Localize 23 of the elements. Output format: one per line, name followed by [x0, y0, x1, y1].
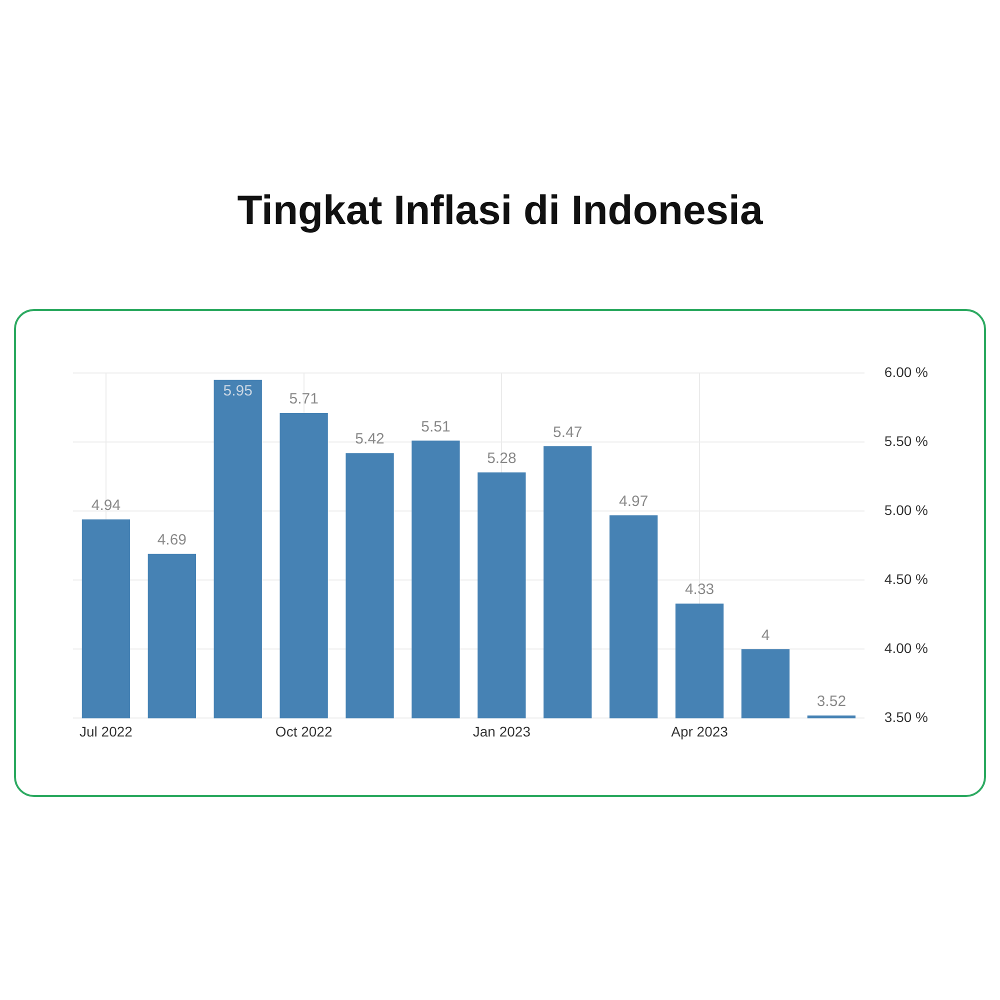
x-tick-label: Jan 2023 — [472, 723, 531, 740]
x-tick-label: Jul 2022 — [80, 723, 133, 740]
data-label: 5.28 — [487, 450, 516, 468]
data-label: 5.95 — [223, 382, 252, 400]
y-tick-label: 5.50 % — [884, 432, 928, 449]
data-label: 4.94 — [91, 497, 121, 514]
data-label: 5.47 — [553, 424, 582, 441]
data-label: 4 — [761, 626, 770, 644]
y-tick-label: 5.00 % — [884, 502, 928, 518]
data-label: 4.33 — [684, 581, 714, 598]
data-label: 5.71 — [289, 390, 318, 408]
y-tick-label: 6.00 % — [884, 364, 928, 380]
y-tick-label: 3.50 % — [884, 709, 928, 726]
y-tick-label: 4.00 % — [884, 640, 928, 656]
x-tick-label: Oct 2022 — [275, 723, 332, 740]
data-label: 4.97 — [618, 492, 648, 510]
y-tick-label: 4.50 % — [884, 570, 928, 587]
data-label: 5.42 — [355, 430, 384, 448]
chart-title: Tingkat Inflasi di Indonesia — [236, 186, 764, 235]
x-tick-label: Apr 2023 — [671, 723, 728, 740]
data-label: 3.52 — [816, 693, 846, 710]
data-label: 4.69 — [157, 532, 187, 549]
data-label: 5.51 — [421, 418, 450, 436]
